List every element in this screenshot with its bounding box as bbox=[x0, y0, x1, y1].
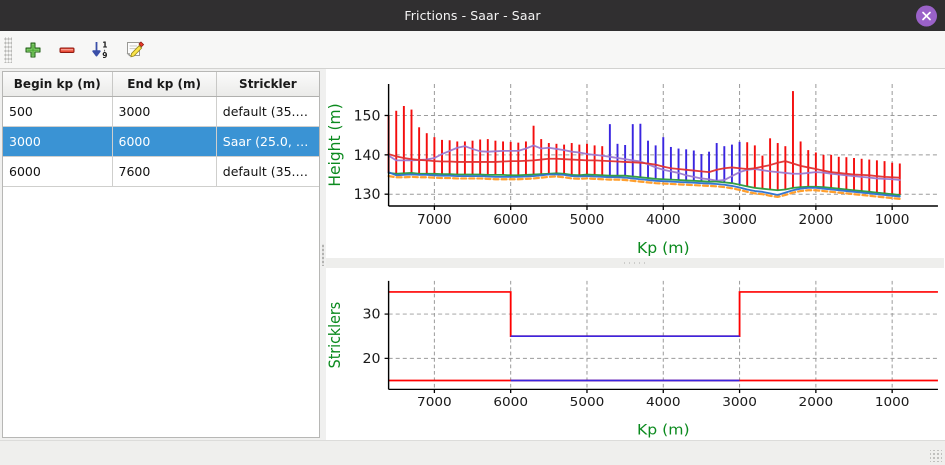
svg-text:1000: 1000 bbox=[875, 395, 910, 409]
edit-note-icon bbox=[126, 40, 145, 57]
svg-text:20: 20 bbox=[363, 352, 381, 367]
cell-end-kp[interactable]: 7600 bbox=[112, 156, 217, 187]
svg-text:2000: 2000 bbox=[799, 212, 834, 228]
sort-button[interactable]: 1 9 bbox=[84, 34, 118, 66]
svg-text:7000: 7000 bbox=[417, 212, 452, 228]
svg-text:4000: 4000 bbox=[646, 212, 681, 228]
splitter-grip-icon bbox=[322, 243, 324, 266]
svg-text:6000: 6000 bbox=[493, 212, 528, 228]
table-wrap[interactable]: Begin kp (m) End kp (m) Strickler 500 30… bbox=[2, 71, 320, 438]
table-header-row: Begin kp (m) End kp (m) Strickler bbox=[3, 72, 319, 97]
svg-text:5000: 5000 bbox=[570, 212, 605, 228]
status-bar bbox=[0, 440, 945, 465]
frictions-table-pane: Begin kp (m) End kp (m) Strickler 500 30… bbox=[0, 69, 320, 440]
column-header-begin-kp[interactable]: Begin kp (m) bbox=[3, 72, 113, 97]
svg-text:7000: 7000 bbox=[417, 395, 452, 409]
column-header-end-kp[interactable]: End kp (m) bbox=[112, 72, 217, 97]
svg-text:150: 150 bbox=[354, 109, 381, 125]
charts-pane: 7000 6000 5000 4000 3000 2000 1000 130 140 150 Kp … bbox=[326, 69, 945, 440]
stricklers-chart[interactable]: 7000 6000 5000 4000 3000 2000 1000 20 30 Kp (m) St… bbox=[326, 268, 944, 439]
svg-text:3000: 3000 bbox=[722, 212, 757, 228]
svg-text:2000: 2000 bbox=[799, 395, 834, 409]
cell-end-kp[interactable]: 3000 bbox=[112, 96, 217, 127]
height-profile-chart[interactable]: 7000 6000 5000 4000 3000 2000 1000 130 140 150 Kp … bbox=[326, 70, 944, 258]
add-row-button[interactable] bbox=[16, 34, 50, 66]
resize-grip-icon[interactable] bbox=[930, 450, 942, 462]
vertical-splitter[interactable] bbox=[320, 69, 326, 440]
height-profile-svg: 7000 6000 5000 4000 3000 2000 1000 130 140 150 Kp … bbox=[326, 84, 938, 257]
svg-text:3000: 3000 bbox=[722, 395, 757, 409]
close-icon bbox=[922, 11, 931, 20]
sort-numeric-icon: 1 9 bbox=[92, 40, 107, 60]
main-content: Begin kp (m) End kp (m) Strickler 500 30… bbox=[0, 69, 945, 440]
svg-text:Kp (m): Kp (m) bbox=[637, 421, 690, 438]
column-header-strickler[interactable]: Strickler bbox=[216, 72, 319, 97]
svg-text:1000: 1000 bbox=[875, 212, 910, 228]
plus-icon bbox=[25, 42, 41, 57]
svg-text:6000: 6000 bbox=[493, 395, 528, 409]
close-button[interactable] bbox=[916, 5, 937, 26]
svg-text:Kp (m): Kp (m) bbox=[637, 239, 690, 257]
cell-begin-kp[interactable]: 500 bbox=[3, 96, 113, 127]
cell-begin-kp[interactable]: 6000 bbox=[3, 156, 113, 187]
svg-text:Height (m): Height (m) bbox=[326, 103, 344, 186]
table-row[interactable]: 6000 7600 default (35.0, … bbox=[3, 156, 319, 187]
cell-begin-kp[interactable]: 3000 bbox=[3, 126, 113, 157]
svg-text:9: 9 bbox=[102, 51, 107, 60]
minus-icon bbox=[59, 47, 75, 53]
horizontal-splitter[interactable] bbox=[326, 258, 944, 268]
remove-row-button[interactable] bbox=[50, 34, 84, 66]
svg-text:140: 140 bbox=[354, 148, 381, 164]
svg-text:4000: 4000 bbox=[646, 395, 681, 409]
table-row[interactable]: 500 3000 default (35.0, … bbox=[3, 96, 319, 127]
splitter-grip-icon bbox=[622, 262, 648, 264]
svg-text:130: 130 bbox=[354, 187, 381, 203]
svg-text:30: 30 bbox=[363, 307, 381, 322]
cell-strickler[interactable]: default (35.0, … bbox=[216, 96, 319, 127]
svg-text:Stricklers: Stricklers bbox=[326, 302, 344, 369]
frictions-table: Begin kp (m) End kp (m) Strickler 500 30… bbox=[3, 72, 319, 187]
svg-text:1: 1 bbox=[102, 40, 107, 49]
window-title: Frictions - Saar - Saar bbox=[404, 8, 541, 23]
table-row[interactable]: 3000 6000 Saar (25.0, 15.0) bbox=[3, 126, 319, 157]
cell-strickler[interactable]: Saar (25.0, 15.0) bbox=[216, 126, 319, 157]
svg-text:5000: 5000 bbox=[570, 395, 605, 409]
edit-button[interactable] bbox=[118, 34, 152, 66]
cell-strickler[interactable]: default (35.0, … bbox=[216, 156, 319, 187]
cell-end-kp[interactable]: 6000 bbox=[112, 126, 217, 157]
toolbar: 1 9 bbox=[0, 31, 945, 69]
stricklers-svg: 7000 6000 5000 4000 3000 2000 1000 20 30 Kp (m) St… bbox=[326, 280, 938, 438]
title-bar[interactable]: Frictions - Saar - Saar bbox=[0, 0, 945, 31]
toolbar-drag-handle[interactable] bbox=[4, 36, 12, 63]
